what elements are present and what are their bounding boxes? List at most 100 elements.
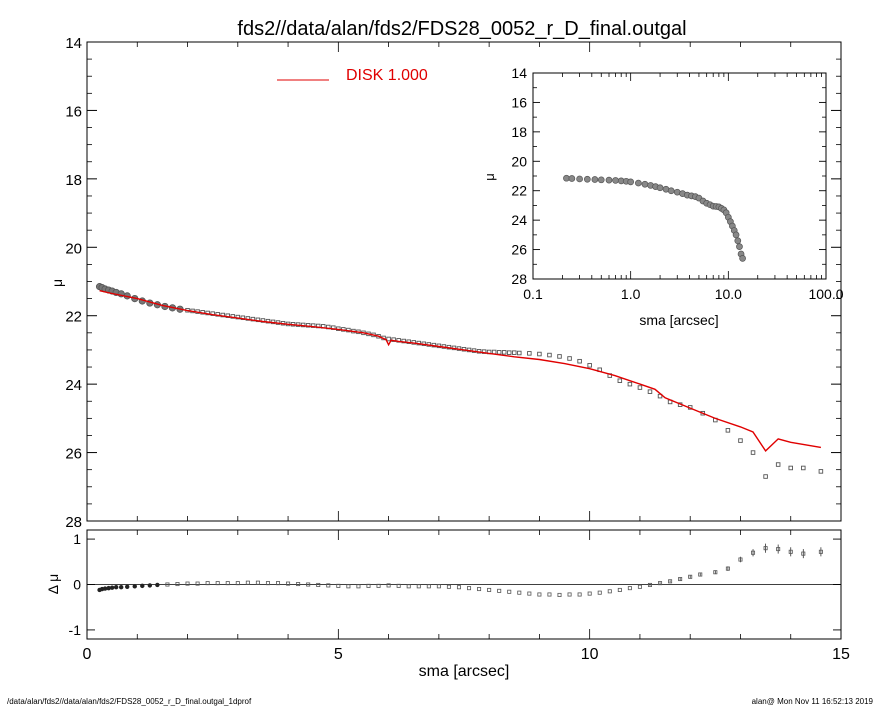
residual-data-point [801,551,806,556]
inset-y-tick-label: 16 [511,94,527,110]
inset-ticks [532,72,827,280]
main-data-point [577,358,582,364]
inset-y-tick-label: 28 [511,271,527,287]
inset-y-tick-label: 14 [511,65,527,81]
inset-background [504,72,828,284]
main-data-point [801,465,806,471]
inset-data-point [583,175,591,183]
residual-data-point [507,589,512,594]
main-data-point [240,315,246,321]
residual-y-tick-label: 0 [73,577,81,593]
main-data-point [818,469,824,474]
residual-x-tick-label: 15 [832,646,850,663]
residual-data-point [165,582,170,587]
residual-data-point [678,577,683,582]
main-data-point [512,350,517,355]
residual-data-point [587,591,592,596]
residual-data-point [713,570,718,575]
residual-y-axis-label: Δ μ [45,574,61,595]
inset-data-point [568,175,576,182]
residual-data-point [286,581,291,586]
residual-data-point [477,587,482,592]
main-data-point [481,349,487,354]
inset-data-point [591,176,599,183]
main-data-point [725,428,731,433]
main-data-point [220,312,225,318]
residual-data-point [386,583,391,588]
residual-data-point [788,549,793,554]
residual-data-point [306,582,311,587]
main-data-point [617,378,623,383]
main-data-point [587,363,592,368]
residual-data-point [698,572,703,577]
inset-y-tick-label: 24 [511,212,527,228]
residual-data-point [125,584,130,589]
residual-data-point [725,566,730,571]
main-y-tick-label: 26 [65,446,82,463]
residual-data-point [607,589,612,594]
residual-data-point [567,592,572,597]
inset-data-point [734,237,742,245]
residual-x-tick-label: 5 [334,646,343,663]
main-data-point [750,450,756,455]
inset-data-point [739,255,746,262]
residual-data-point [265,581,270,586]
residual-data-point [416,584,421,589]
residual-data-point [597,590,602,595]
main-data-point [517,350,522,356]
residual-data-point [688,574,693,579]
residual-data-point [376,583,381,588]
inset-data-point [732,231,740,239]
main-data-point [225,313,230,318]
inset-y-tick-label: 18 [511,124,527,140]
inset-panel: 14 16 18 20 22 24 26 28 0.1 1.0 10.0 100.0 μ sma [… [482,65,844,328]
main-y-tick-label: 28 [65,514,82,531]
residual-data-point [175,582,180,587]
main-data-point [501,350,507,355]
residual-data-point [155,582,160,588]
main-data-point [391,337,396,342]
main-data-point [245,316,251,321]
residual-data-point [497,588,502,593]
inset-x-tick-label: 10.0 [715,286,742,302]
main-data-point [396,338,401,343]
residual-data-point [245,580,250,585]
inset-data-point [576,175,583,183]
residual-data-point [406,584,411,589]
main-data-point [557,354,562,359]
main-data-point [738,438,743,443]
residual-data-point [456,585,461,590]
residual-x-tick-labels: 0 5 10 15 [83,646,850,663]
inset-data-point [656,184,664,192]
residual-data-point [537,592,542,597]
residual-y-tick-labels: 1 0 -1 [69,531,82,638]
legend: DISK 1.000 [277,67,428,84]
main-data-point [647,389,653,394]
inset-data-point [597,176,605,184]
residual-data-point [336,583,341,588]
footer-timestamp: alan@ Mon Nov 11 16:52:13 2019 [751,697,873,706]
residual-data-point [215,581,220,586]
main-data-point [250,316,256,322]
residual-data-point [617,587,622,592]
main-y-tick-label: 24 [65,377,82,394]
main-y-tick-label: 18 [65,172,82,189]
inset-x-tick-label: 1.0 [621,286,641,302]
residual-ticks [86,530,842,639]
residual-panel: 10-1 0 5 10 15 Δ μ sma [arcsec] [45,529,850,680]
residual-data-point [396,583,401,588]
residual-x-tick-label: 10 [581,646,599,663]
residual-data-point [426,584,431,589]
residual-data-point [738,557,743,562]
legend-label: DISK 1.000 [346,67,428,84]
residual-data-point [185,581,190,586]
main-y-tick-labels: 14 16 18 20 22 24 26 28 [65,35,82,531]
residual-data-point [326,583,331,588]
residual-data-point [106,585,111,591]
main-data-point [215,312,220,317]
residual-data-point [276,581,281,586]
main-y-tick-label: 16 [65,103,82,120]
residual-data-point [818,549,823,554]
residual-data-point [557,592,562,597]
main-y-tick-label: 22 [65,309,82,326]
